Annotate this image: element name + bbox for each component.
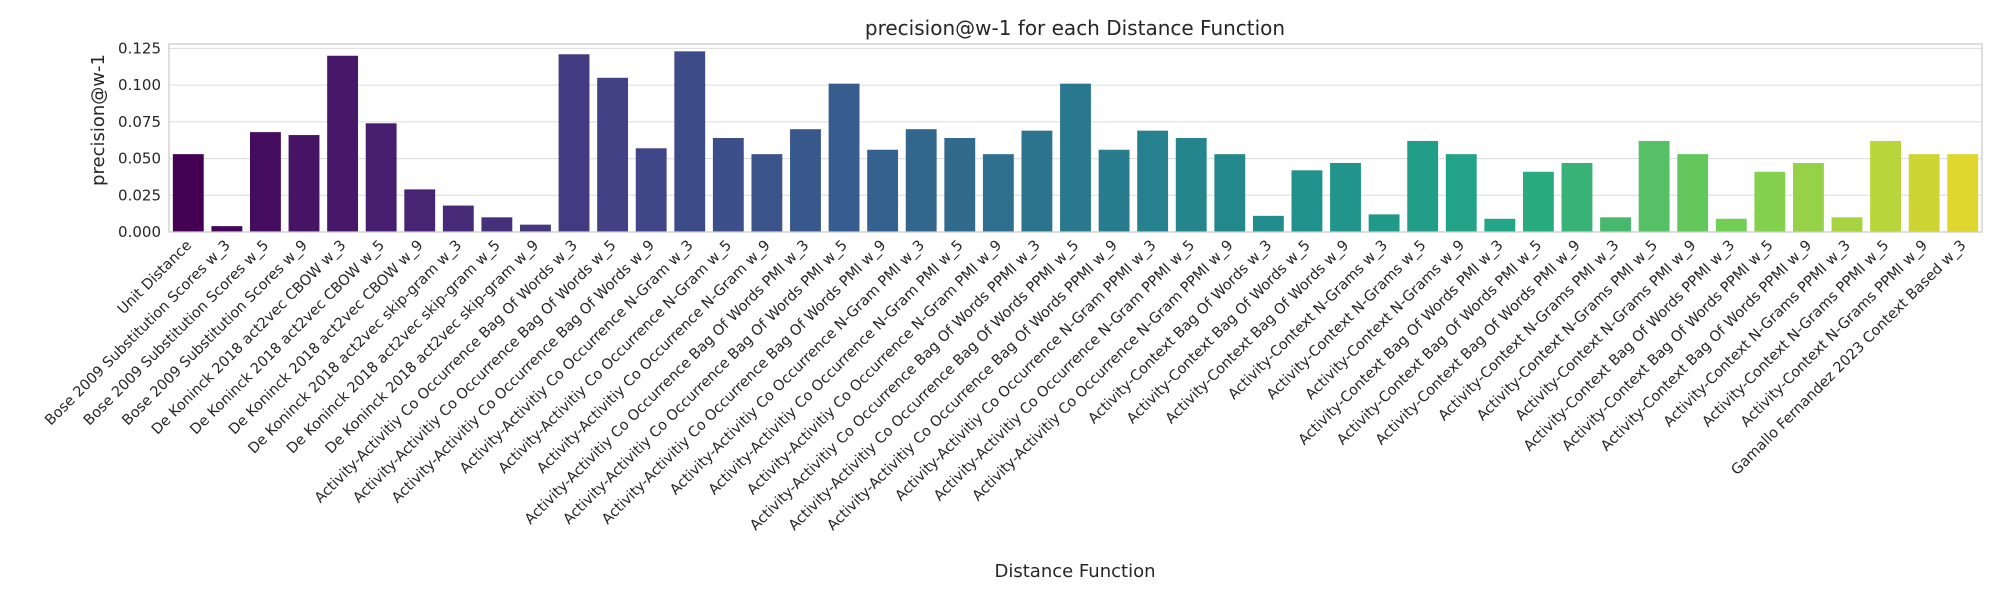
bar [1831,217,1863,232]
bar [365,123,397,232]
bar [327,55,359,232]
bar [211,226,243,232]
bar [1754,171,1786,232]
bar [172,154,204,232]
bar [1407,140,1439,232]
bar [1445,154,1477,232]
bar [520,224,551,232]
bar [1908,154,1940,232]
bar [982,154,1014,232]
bar [1677,154,1709,232]
bar [1870,140,1901,232]
y-tick-label: 0.000 [118,223,161,241]
bar [558,54,590,232]
bar [404,189,436,232]
bar [828,83,860,232]
bar [1561,162,1593,232]
bar [1715,218,1747,232]
bar [1522,171,1554,232]
bar [1252,215,1284,232]
bars [172,51,1979,232]
bar [250,132,281,232]
bar [1947,154,1979,232]
bar [1368,214,1400,232]
bar [674,51,706,232]
bar [1060,83,1091,232]
y-tick-labels: 0.000 0.025 0.050 0.075 0.100 0.125 [118,39,161,241]
bar [1291,170,1323,232]
y-tick-label: 0.100 [118,76,161,94]
y-tick-label: 0.125 [118,39,161,57]
y-tick-label: 0.025 [118,186,161,204]
bar [1214,154,1246,232]
y-tick-label: 0.050 [118,150,161,168]
bar [1330,162,1361,232]
bar [867,149,899,232]
bar [635,148,667,232]
chart-title: precision@w-1 for each Distance Function [865,16,1285,40]
bar [1021,130,1053,232]
bar [790,129,821,232]
y-tick-label: 0.075 [118,113,161,131]
bar [1792,162,1824,232]
bar [288,135,320,232]
bar [905,129,937,232]
bar [1098,149,1130,232]
plot-frame [168,43,1983,233]
bar [1175,138,1207,232]
bar [442,205,474,232]
bar [1137,130,1169,232]
bar [944,138,976,232]
bar [751,154,783,232]
bar [1484,218,1516,232]
bar [712,138,744,232]
bar [1600,217,1631,232]
x-axis-title: Distance Function [995,561,1156,582]
y-axis-title: precision@w-1 [88,54,109,186]
bar [597,77,629,232]
bar [481,217,513,232]
bar [1638,140,1670,232]
